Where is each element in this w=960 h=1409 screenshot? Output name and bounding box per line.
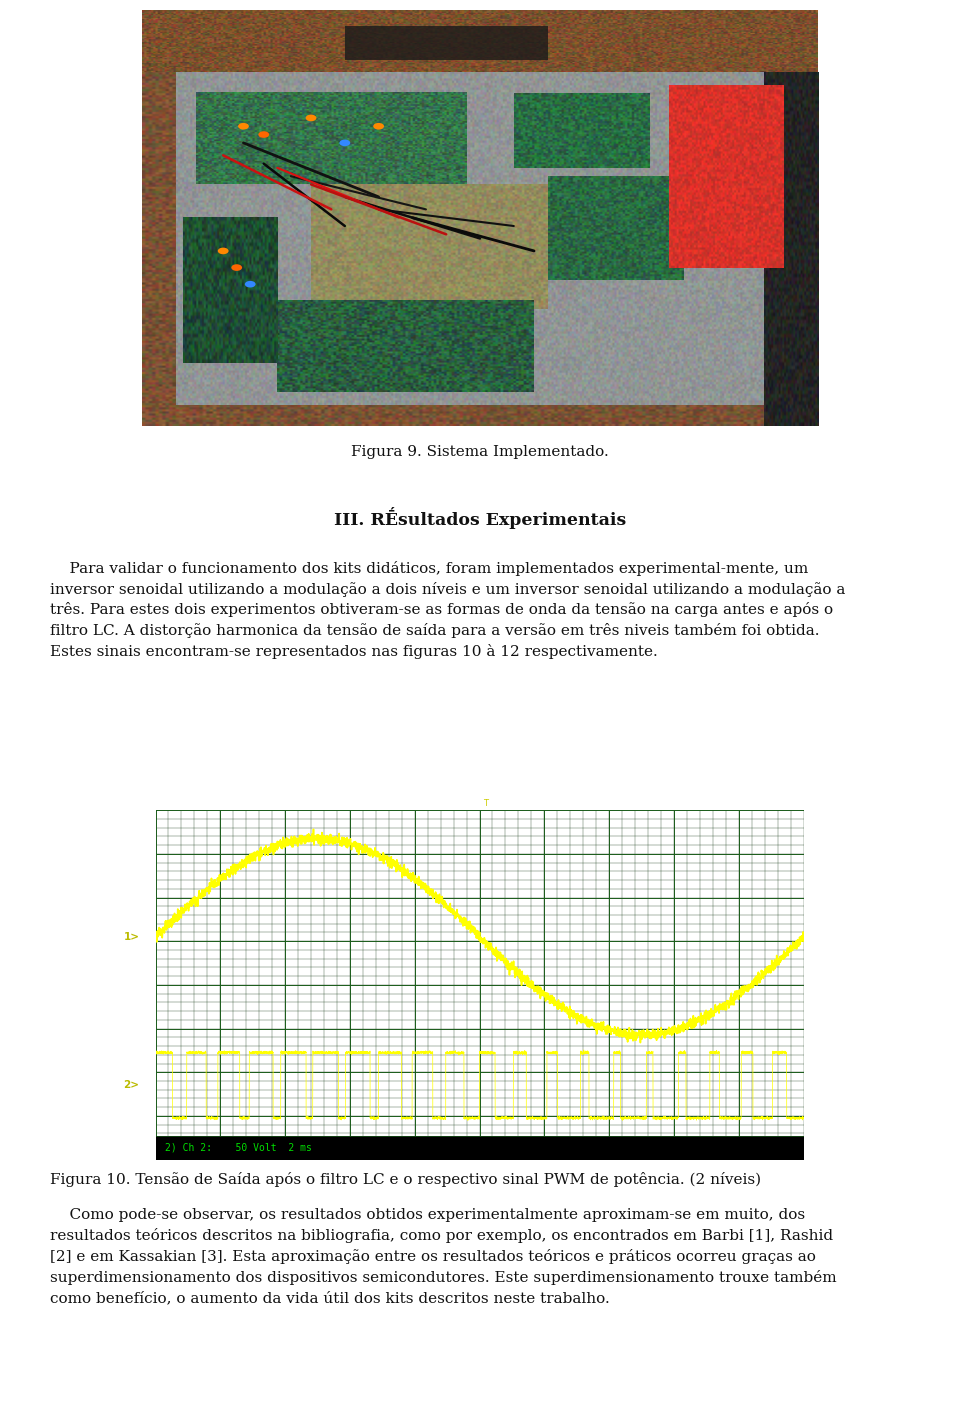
Circle shape [218,248,228,254]
Text: filtro LC. A distorção harmonica da tensão de saída para a versão em três niveis: filtro LC. A distorção harmonica da tens… [50,623,820,638]
Text: Para validar o funcionamento dos ​kits​ didáticos, foram implementados experimen: Para validar o funcionamento dos ​kits​ … [50,561,808,576]
Text: superdimensionamento dos dispositivos semicondutores. Este superdimensionamento : superdimensionamento dos dispositivos se… [50,1270,836,1285]
Circle shape [340,139,350,147]
Text: T: T [484,799,489,807]
Text: Estes sinais encontram-se representados nas figuras 10 à 12 respectivamente.: Estes sinais encontram-se representados … [50,644,658,659]
Text: Figura 9. Sistema Implementado.: Figura 9. Sistema Implementado. [351,445,609,459]
Circle shape [245,280,255,287]
Text: inversor senoidal utilizando a modulação a dois níveis e um inversor senoidal ut: inversor senoidal utilizando a modulação… [50,582,846,596]
Text: três. Para estes dois experimentos obtiveram-se as formas de onda da tensão na c: três. Para estes dois experimentos obtiv… [50,603,833,617]
Bar [345,27,547,59]
Text: 1>: 1> [123,931,139,941]
Text: 2>: 2> [123,1081,139,1091]
Text: como benefício, o aumento da vida útil dos ​kits​ descritos neste trabalho.: como benefício, o aumento da vida útil d… [50,1291,610,1305]
Text: 2) Ch 2:    50 Volt  2 ms: 2) Ch 2: 50 Volt 2 ms [165,1143,312,1153]
Text: [2] e em Kassakian [3]. Esta aproximação entre os resultados teóricos e práticos: [2] e em Kassakian [3]. Esta aproximação… [50,1250,816,1264]
Text: Como pode-se observar, os resultados obtidos experimentalmente aproximam-se em m: Como pode-se observar, os resultados obt… [50,1208,805,1222]
Circle shape [238,123,249,130]
Text: Figura 10. Tensão de Saída após o filtro LC e o respectivo sinal PWM de potência: Figura 10. Tensão de Saída após o filtro… [50,1172,761,1188]
Bar [156,1136,804,1160]
Text: resultados teóricos descritos na bibliografia, como por exemplo, os encontrados : resultados teóricos descritos na bibliog… [50,1229,833,1243]
Circle shape [373,123,384,130]
Text: III. RḖsultados Experimentais: III. RḖsultados Experimentais [334,507,626,530]
Circle shape [258,131,269,138]
Circle shape [231,265,242,271]
Circle shape [305,114,317,121]
